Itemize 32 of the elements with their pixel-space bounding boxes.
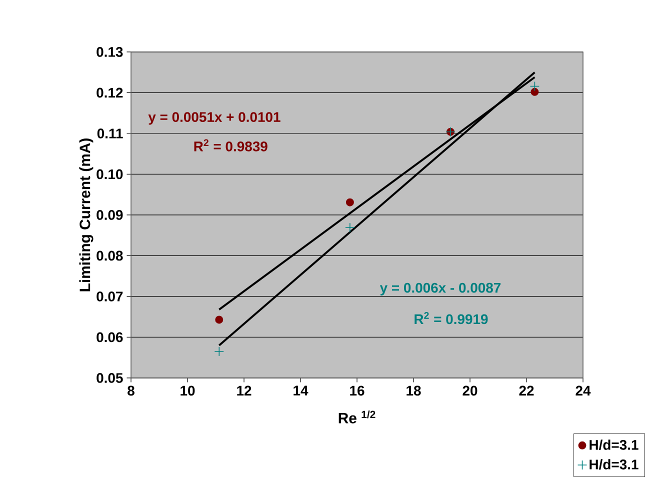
x-tick-label: 12 (237, 386, 252, 396)
x-tick-label: 18 (406, 386, 421, 396)
y-axis-title: Limiting Current (mA) (79, 138, 94, 292)
annotation: y = 0.0051x + 0.0101 (148, 112, 280, 125)
x-tick-label: 10 (180, 386, 195, 396)
y-tick-label: 0.10 (96, 169, 123, 180)
point (530, 81, 540, 92)
y-tick-label: 0.05 (96, 373, 123, 383)
point (214, 346, 224, 356)
y-tick-label: 0.07 (96, 292, 123, 302)
x-tick-label: 22 (519, 386, 534, 396)
legend-label: H/d=3.1 (590, 459, 638, 470)
y-tick-label: 0.08 (96, 250, 123, 261)
annotation: R$^{2}$ = 0.9839 (194, 139, 268, 152)
annotation: R$^{2}$ = 0.9919 (414, 312, 488, 324)
point (346, 198, 354, 206)
x-axis-title: Re $^{1/2}$ (338, 410, 376, 424)
y-tick-label: 0.11 (97, 128, 123, 138)
x-tick-label: 16 (350, 386, 364, 396)
point (345, 222, 355, 232)
x-tick-label: 14 (294, 386, 308, 396)
y-tick-label: 0.13 (96, 47, 123, 57)
annotation: y = 0.006x - 0.0087 (380, 282, 501, 296)
y-tick-label: 0.06 (96, 332, 123, 342)
x-tick-label: 24 (576, 386, 591, 396)
x-tick-label: 20 (462, 386, 478, 396)
y-tick-label: 0.12 (96, 88, 123, 98)
x-tick-label: 8 (128, 386, 134, 396)
legend-label: H/d=3.1 (590, 440, 638, 450)
point (215, 316, 224, 324)
point (530, 88, 539, 96)
y-tick-label: 0.09 (96, 210, 123, 220)
